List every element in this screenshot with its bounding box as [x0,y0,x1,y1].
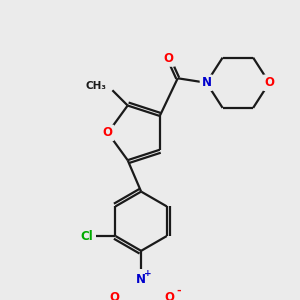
Text: Cl: Cl [80,230,93,242]
Text: O: O [109,291,119,300]
Text: N: N [202,76,212,89]
Text: O: O [165,291,175,300]
Text: N: N [136,273,146,286]
Text: +: + [145,269,152,278]
Text: CH₃: CH₃ [85,81,106,91]
Text: O: O [264,76,274,89]
Text: -: - [176,286,181,296]
Text: O: O [164,52,174,65]
Text: O: O [103,126,113,140]
